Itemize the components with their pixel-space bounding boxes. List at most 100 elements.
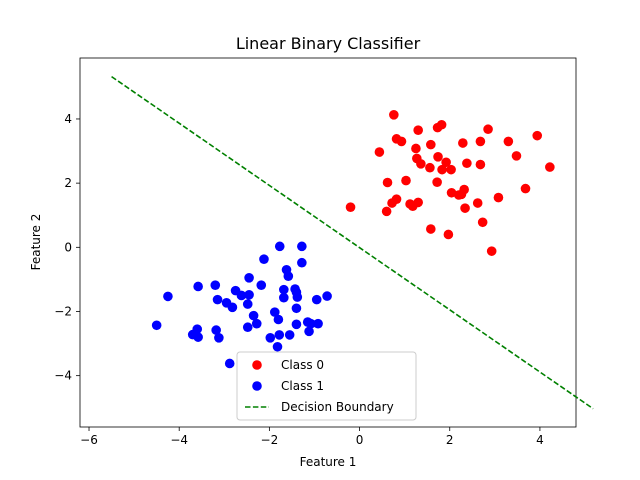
scatter-point — [212, 294, 223, 305]
scatter-point — [274, 330, 285, 340]
scatter-point — [426, 224, 436, 234]
scatter-point — [214, 332, 224, 343]
scatter-point — [242, 322, 253, 333]
scatter-point — [460, 203, 470, 213]
y-tick: −2 — [54, 304, 80, 318]
scatter-point — [486, 246, 497, 256]
scatter-point — [532, 130, 543, 141]
x-tick: 2 — [446, 427, 454, 447]
scatter-point — [210, 280, 221, 290]
scatter-point — [227, 302, 238, 313]
chart-title: Linear Binary Classifier — [236, 34, 421, 53]
decision-boundary-line — [111, 75, 594, 410]
scatter-point — [151, 320, 162, 331]
scatter-point — [426, 139, 436, 150]
scatter-point — [311, 294, 322, 305]
legend-label: Class 0 — [281, 358, 324, 372]
x-tick: 0 — [356, 427, 363, 447]
scatter-point — [242, 299, 253, 309]
scatter-point — [432, 122, 443, 133]
y-tick-label: −4 — [54, 369, 72, 383]
scatter-point — [453, 190, 464, 200]
scatter-point — [248, 310, 259, 321]
x-tick-label: 4 — [536, 433, 544, 447]
y-tick-label: 4 — [64, 112, 72, 126]
x-tick-label: 2 — [446, 433, 454, 447]
scatter-point — [520, 183, 531, 194]
scatter-point — [389, 109, 399, 120]
scatter-point — [322, 291, 332, 301]
scatter-point — [545, 162, 555, 172]
scatter-point — [441, 157, 451, 168]
scatter-point — [437, 164, 447, 175]
scatter-point — [291, 303, 302, 314]
scatter-point — [425, 162, 435, 173]
scatter-point — [503, 136, 514, 147]
legend-item: Decision Boundary — [245, 400, 394, 414]
x-tick: −6 — [80, 427, 98, 447]
legend-marker — [252, 360, 262, 370]
scatter-point — [265, 332, 276, 343]
y-tick: 2 — [64, 176, 80, 190]
scatter-point — [483, 124, 493, 135]
scatter-point — [396, 136, 407, 147]
scatter-point — [211, 325, 221, 335]
legend-label: Decision Boundary — [281, 400, 394, 414]
scatter-point — [411, 143, 421, 154]
scatter-point — [475, 136, 486, 147]
scatter-point — [462, 158, 472, 169]
scatter-point — [274, 241, 285, 252]
y-axis-ticks: −4 −2 0 2 4 — [54, 112, 80, 383]
x-axis-label: Feature 1 — [300, 455, 357, 469]
scatter-point — [283, 271, 294, 281]
scatter-point — [251, 318, 262, 329]
scatter-point — [401, 175, 411, 186]
legend-item: Class 0 — [252, 358, 324, 372]
scatter-point — [443, 229, 454, 240]
y-tick: −4 — [54, 369, 80, 383]
scatter-point — [413, 197, 423, 208]
scatter-point — [433, 152, 443, 162]
scatter-point — [475, 159, 486, 170]
scatter-point — [297, 257, 307, 268]
scatter-point — [313, 318, 323, 329]
scatter-point — [292, 292, 303, 302]
scatter-point — [477, 217, 488, 228]
scatter-point — [244, 272, 254, 283]
y-tick-label: 2 — [64, 176, 72, 190]
scatter-point — [382, 177, 393, 188]
scatter-point — [511, 151, 522, 161]
scatter-series — [151, 241, 332, 369]
y-axis-label: Feature 2 — [29, 214, 43, 271]
x-tick-label: −4 — [170, 433, 188, 447]
scatter-point — [432, 177, 442, 187]
scatter-point — [224, 358, 235, 369]
y-tick-label: 0 — [64, 240, 72, 254]
x-tick-label: −2 — [261, 433, 279, 447]
scatter-point — [304, 326, 314, 337]
scatter-point — [297, 241, 307, 252]
scatter-point — [472, 198, 483, 208]
legend-frame — [236, 351, 417, 421]
scatter-point — [446, 164, 456, 175]
scatter-point — [272, 341, 283, 352]
scatter-point — [391, 194, 402, 204]
scatter-point — [291, 319, 302, 330]
scatter-point — [279, 292, 289, 303]
scatter-point — [446, 187, 457, 198]
scatter-point — [345, 202, 356, 213]
y-tick: 0 — [64, 240, 80, 254]
scatter-point — [381, 206, 392, 217]
x-tick: 4 — [536, 427, 544, 447]
legend-label: Class 1 — [281, 379, 324, 393]
scatter-point — [269, 307, 280, 317]
x-tick: −2 — [261, 427, 279, 447]
y-tick-label: −2 — [54, 304, 72, 318]
scatter-point — [244, 290, 254, 300]
legend: Class 0 Class 1 Decision Boundary — [236, 351, 417, 421]
legend-item: Class 1 — [252, 379, 324, 393]
scatter-point — [279, 284, 289, 295]
decision-boundary-series — [111, 75, 594, 410]
scatter-point — [413, 125, 423, 135]
